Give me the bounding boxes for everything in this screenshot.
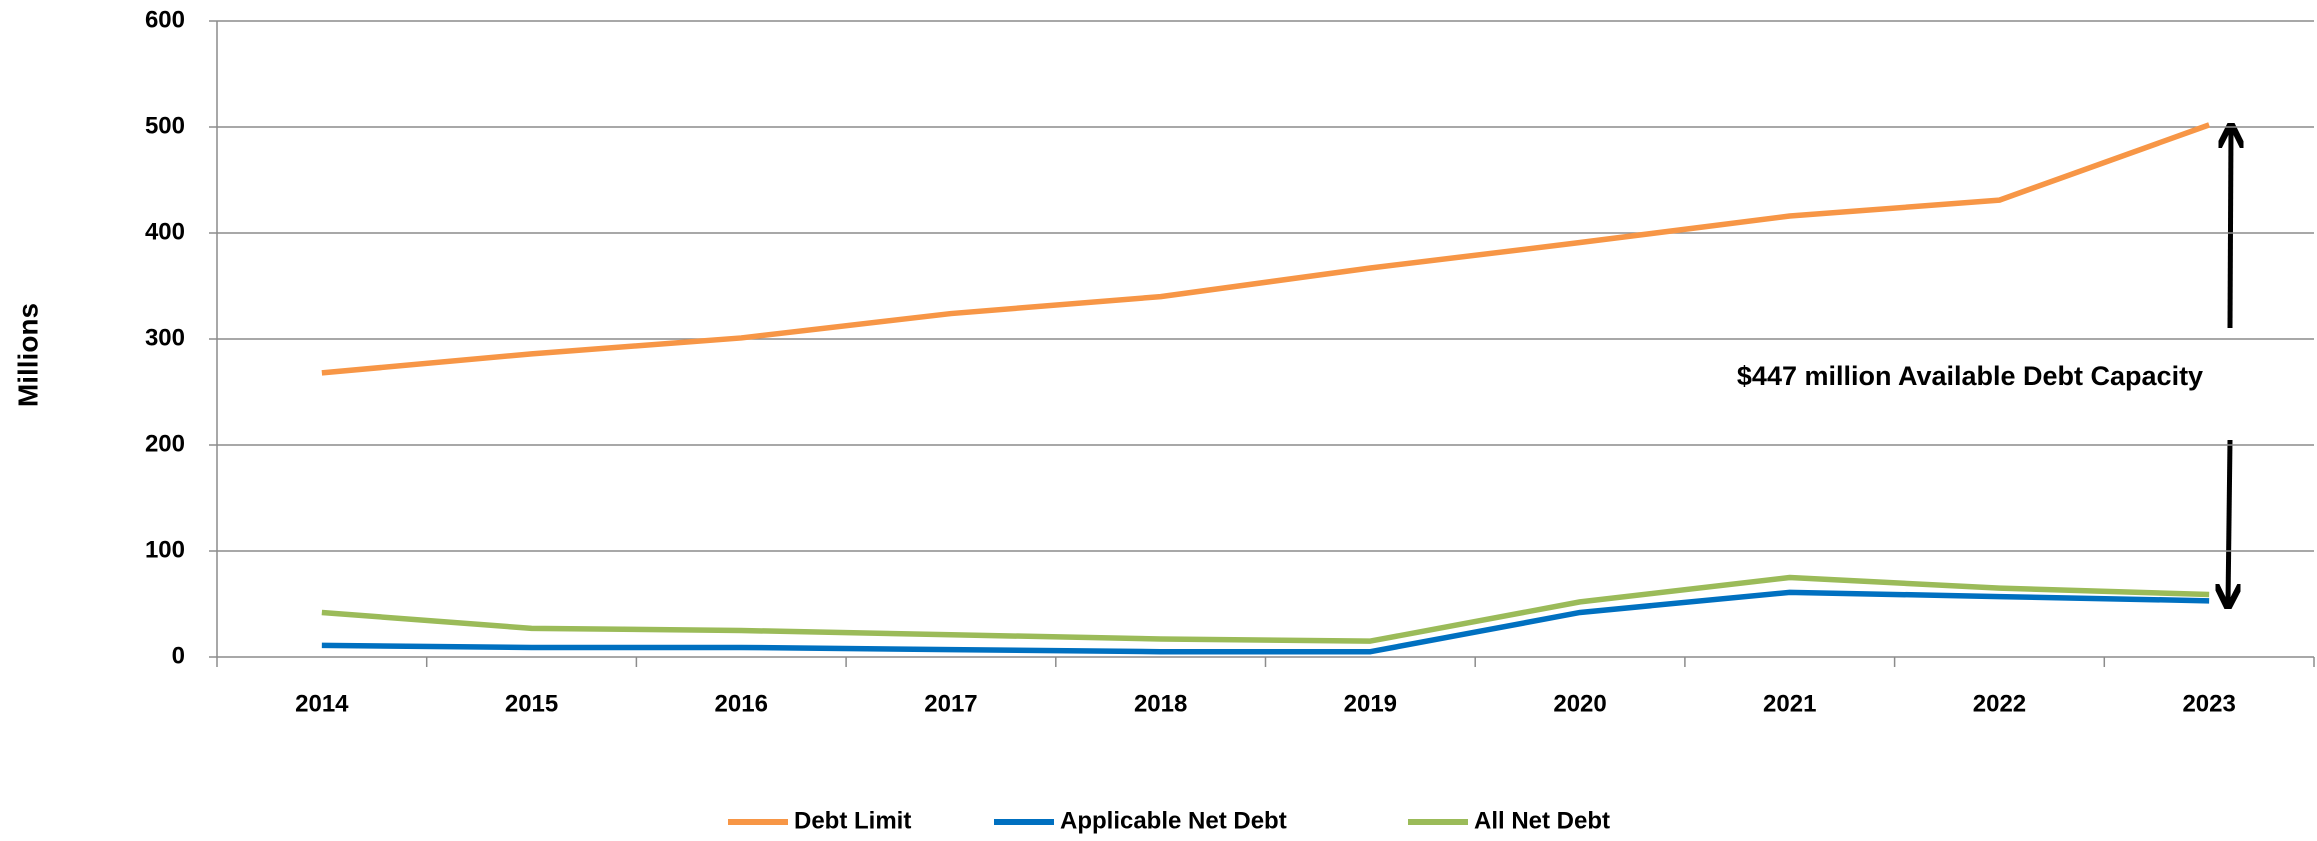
arrow bbox=[2228, 439, 2230, 604]
y-tick-label: 600 bbox=[145, 6, 185, 33]
y-axis-label: Millions bbox=[12, 303, 43, 407]
series-line bbox=[321, 122, 2211, 376]
x-tick-label: 2023 bbox=[2182, 690, 2235, 717]
series-line bbox=[321, 574, 2210, 644]
y-tick-label: 100 bbox=[145, 536, 185, 563]
legend-label: All Net Debt bbox=[1474, 807, 1610, 834]
x-tick-label: 2019 bbox=[1344, 690, 1397, 717]
x-tick-label: 2021 bbox=[1763, 690, 1816, 717]
x-tick-label: 2022 bbox=[1973, 690, 2026, 717]
x-tick-label: 2016 bbox=[715, 690, 768, 717]
x-tick-label: 2020 bbox=[1553, 690, 1606, 717]
x-tick-label: 2014 bbox=[295, 690, 349, 717]
x-tick-label: 2017 bbox=[924, 690, 977, 717]
y-tick-label: 200 bbox=[145, 430, 185, 457]
series-line bbox=[321, 589, 2210, 655]
x-tick-label: 2018 bbox=[1134, 690, 1187, 717]
y-tick-label: 400 bbox=[145, 218, 185, 245]
legend-label: Debt Limit bbox=[794, 807, 911, 834]
arrow bbox=[2230, 128, 2231, 329]
annotation: $447 million Available Debt Capacity bbox=[1737, 361, 2203, 391]
legend-label: Applicable Net Debt bbox=[1060, 807, 1287, 834]
x-tick-label: 2015 bbox=[505, 690, 558, 717]
y-tick-label: 300 bbox=[145, 324, 185, 351]
y-tick-label: 500 bbox=[145, 112, 185, 139]
y-tick-label: 0 bbox=[172, 642, 185, 669]
